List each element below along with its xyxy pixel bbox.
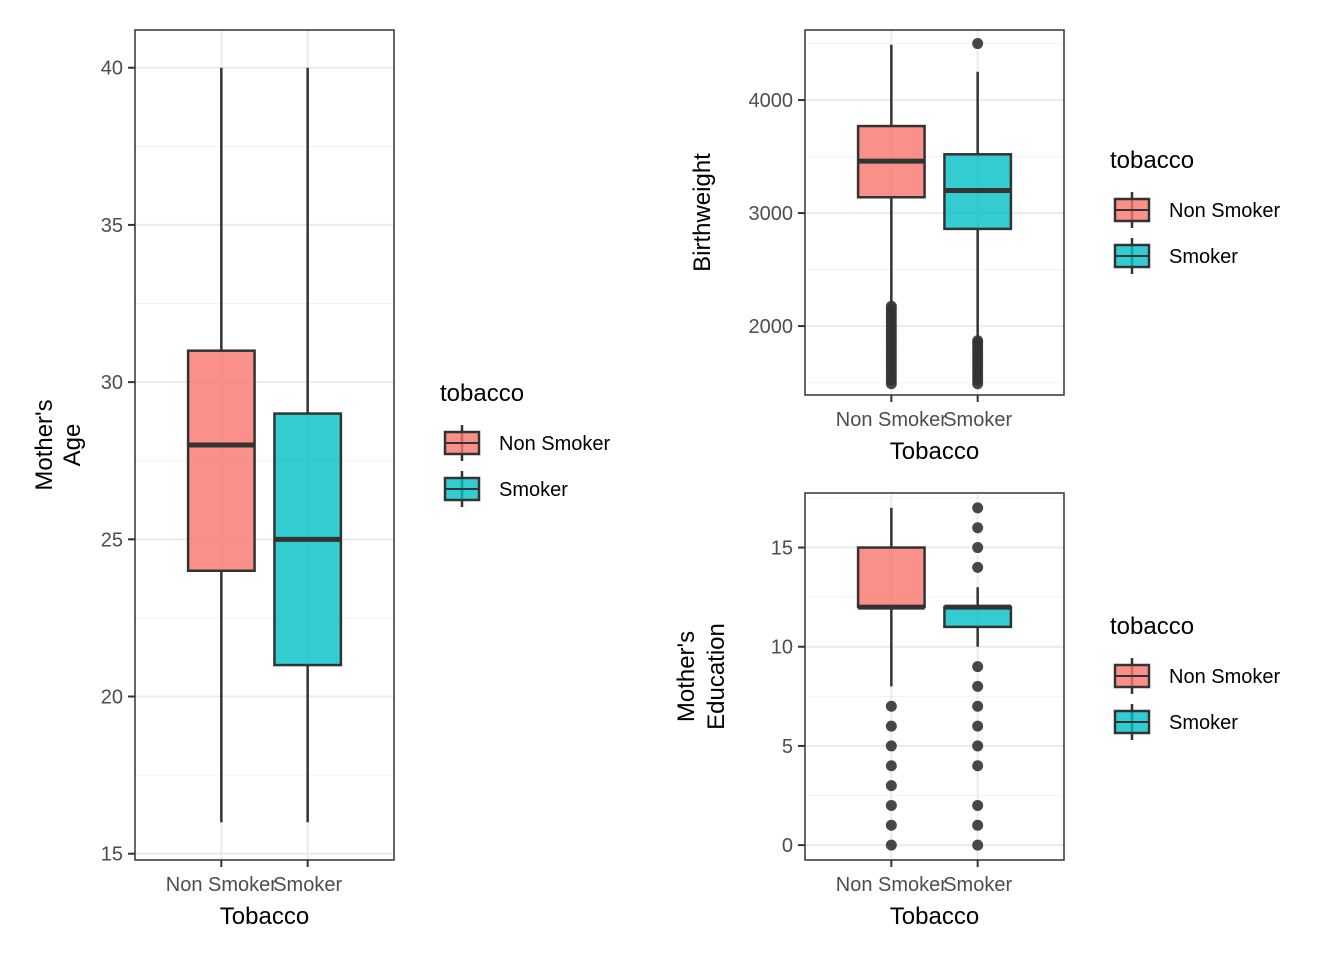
y-tick-label: 40: [101, 58, 123, 80]
outlier-point: [972, 799, 984, 811]
y-tick-label: 15: [771, 538, 793, 560]
legend-label: Non Smoker: [1169, 200, 1280, 222]
y-axis-title: Mother's: [31, 399, 58, 490]
panel-background: [135, 30, 394, 860]
outlier-point: [885, 300, 897, 312]
outlier-point: [972, 760, 984, 772]
x-axis-title: Tobacco: [890, 903, 979, 930]
outlier-point: [972, 720, 984, 732]
outlier-point: [885, 760, 897, 772]
outlier-point: [885, 819, 897, 831]
outlier-point: [885, 780, 897, 792]
outlier-point: [972, 561, 984, 573]
x-tick-label: Smoker: [943, 874, 1012, 896]
y-axis-title: Education: [703, 623, 730, 730]
outlier-point: [885, 799, 897, 811]
outlier-point: [972, 522, 984, 534]
box-non-smoker: [856, 44, 926, 390]
y-tick-label: 15: [101, 844, 123, 866]
outlier-point: [972, 839, 984, 851]
x-tick-label: Non Smoker: [836, 874, 947, 896]
outlier-point: [972, 740, 984, 752]
outlier-point: [885, 740, 897, 752]
box-iqr: [943, 605, 1013, 629]
outlier-point: [885, 700, 897, 712]
y-tick-label: 4000: [749, 90, 794, 112]
outlier-point: [885, 839, 897, 851]
x-tick-label: Smoker: [273, 874, 342, 896]
outlier-point: [972, 819, 984, 831]
panel-border: [804, 492, 1065, 861]
legend-title: tobacco: [440, 380, 524, 407]
y-tick-label: 30: [101, 372, 123, 394]
outlier-point: [972, 502, 984, 514]
y-tick-label: 20: [101, 687, 123, 709]
legend: tobacco Non Smoker Smoker: [1110, 147, 1280, 274]
box-non-smoker: [856, 507, 926, 851]
x-tick-label: Smoker: [943, 409, 1012, 431]
outlier-point: [972, 680, 984, 692]
x-tick-label: Non Smoker: [166, 874, 277, 896]
outlier-point: [972, 38, 984, 50]
legend-title: tobacco: [1110, 613, 1194, 640]
box-smoker: [943, 38, 1013, 390]
box-non-smoker: [186, 67, 256, 823]
outlier-point: [972, 335, 984, 347]
outlier-point: [885, 720, 897, 732]
legend: tobacco Non Smoker Smoker: [440, 380, 610, 507]
legend-label: Smoker: [1169, 712, 1238, 734]
x-axis-title: Tobacco: [890, 438, 979, 465]
legend-label: Non Smoker: [499, 433, 610, 455]
y-tick-label: 25: [101, 529, 123, 551]
legend-label: Smoker: [1169, 246, 1238, 268]
y-tick-label: 2000: [749, 316, 794, 338]
legend-label: Non Smoker: [1169, 666, 1280, 688]
panel-background: [805, 493, 1064, 860]
box-smoker: [943, 502, 1013, 851]
y-axis-title: Birthweight: [689, 153, 716, 272]
x-tick-label: Non Smoker: [836, 409, 947, 431]
y-tick-label: 3000: [749, 203, 794, 225]
legend: tobacco Non Smoker Smoker: [1110, 613, 1280, 740]
y-tick-label: 0: [782, 835, 793, 857]
outlier-point: [972, 700, 984, 712]
box-iqr: [186, 349, 256, 573]
legend-label: Smoker: [499, 479, 568, 501]
y-tick-label: 5: [782, 736, 793, 758]
y-axis-title: Age: [59, 424, 86, 467]
x-axis-title: Tobacco: [220, 903, 309, 930]
outlier-point: [972, 661, 984, 673]
panel-border: [134, 29, 395, 861]
y-tick-label: 35: [101, 215, 123, 237]
legend-title: tobacco: [1110, 147, 1194, 174]
box-smoker: [273, 67, 343, 823]
y-tick-label: 10: [771, 637, 793, 659]
outlier-point: [972, 542, 984, 554]
y-axis-title: Mother's: [673, 631, 700, 722]
box-iqr: [856, 546, 926, 609]
